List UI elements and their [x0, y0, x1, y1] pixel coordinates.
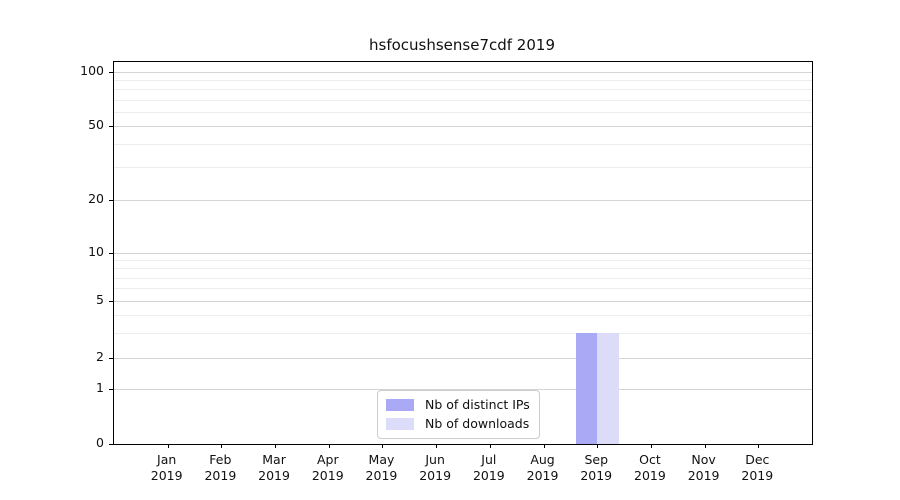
- x-axis-tick-label: Jan 2019: [150, 452, 183, 483]
- legend-swatch: [386, 418, 414, 430]
- gridline-minor: [114, 315, 812, 316]
- x-tick-mark: [382, 444, 383, 448]
- y-tick-mark: [109, 444, 113, 445]
- x-axis-tick-label: Apr 2019: [311, 452, 344, 483]
- gridline-major: [114, 72, 812, 73]
- y-axis-tick-label: 2: [96, 349, 104, 364]
- gridline-minor: [114, 144, 812, 145]
- y-tick-mark: [109, 253, 113, 254]
- chart-title: hsfocushsense7cdf 2019: [369, 36, 555, 54]
- x-tick-mark: [221, 444, 222, 448]
- gridline-minor: [114, 80, 812, 81]
- y-axis-tick-label: 1: [96, 380, 104, 395]
- legend: Nb of distinct IPs Nb of downloads: [377, 390, 540, 439]
- bar-nb-of-distinct-ips: [575, 332, 598, 444]
- gridline-minor: [114, 268, 812, 269]
- legend-item: Nb of downloads: [386, 417, 530, 431]
- x-tick-mark: [329, 444, 330, 448]
- x-tick-mark: [651, 444, 652, 448]
- plot-area: Nb of distinct IPs Nb of downloads: [109, 61, 813, 448]
- y-tick-mark: [109, 389, 113, 390]
- legend-item: Nb of distinct IPs: [386, 398, 530, 412]
- gridline-minor: [114, 89, 812, 90]
- x-axis-tick-label: Dec 2019: [741, 452, 774, 483]
- legend-label: Nb of distinct IPs: [425, 397, 530, 412]
- legend-swatch: [386, 399, 414, 411]
- x-axis-tick-label: Nov 2019: [687, 452, 720, 483]
- y-axis-tick-label: 10: [88, 244, 104, 259]
- gridline-minor: [114, 288, 812, 289]
- gridline-minor: [114, 333, 812, 334]
- y-axis-tick-label: 50: [88, 117, 104, 132]
- x-tick-mark: [705, 444, 706, 448]
- legend-label: Nb of downloads: [425, 416, 530, 431]
- y-axis-tick-label: 5: [96, 292, 104, 307]
- gridline-minor: [114, 260, 812, 261]
- x-tick-mark: [275, 444, 276, 448]
- gridline-major: [114, 126, 812, 127]
- x-tick-mark: [490, 444, 491, 448]
- gridline-minor: [114, 167, 812, 168]
- x-axis-tick-label: Feb 2019: [204, 452, 237, 483]
- x-tick-mark: [168, 444, 169, 448]
- x-tick-mark: [758, 444, 759, 448]
- x-tick-mark: [597, 444, 598, 448]
- y-tick-mark: [109, 358, 113, 359]
- x-axis-tick-label: May 2019: [365, 452, 398, 483]
- gridline-minor: [114, 278, 812, 279]
- y-tick-mark: [109, 301, 113, 302]
- x-tick-mark: [436, 444, 437, 448]
- gridline-minor: [114, 100, 812, 101]
- gridline-minor: [114, 112, 812, 113]
- gridline-major: [114, 358, 812, 359]
- y-axis-tick-label: 20: [88, 191, 104, 206]
- x-tick-mark: [544, 444, 545, 448]
- y-tick-mark: [109, 126, 113, 127]
- y-axis-tick-label: 0: [96, 435, 104, 450]
- y-tick-mark: [109, 200, 113, 201]
- x-axis-tick-label: Sep 2019: [580, 452, 613, 483]
- x-axis-tick-label: Jun 2019: [419, 452, 452, 483]
- bar-nb-of-downloads: [597, 332, 619, 444]
- gridline-major: [114, 200, 812, 201]
- y-tick-mark: [109, 72, 113, 73]
- gridline-major: [114, 389, 812, 390]
- x-axis-tick-label: Mar 2019: [258, 452, 290, 483]
- x-axis-tick-label: Jul 2019: [472, 452, 505, 483]
- y-axis-tick-label: 100: [80, 63, 104, 78]
- gridline-major: [114, 253, 812, 254]
- x-axis-tick-label: Aug 2019: [526, 452, 559, 483]
- gridline-major: [114, 301, 812, 302]
- x-axis-tick-label: Oct 2019: [634, 452, 666, 483]
